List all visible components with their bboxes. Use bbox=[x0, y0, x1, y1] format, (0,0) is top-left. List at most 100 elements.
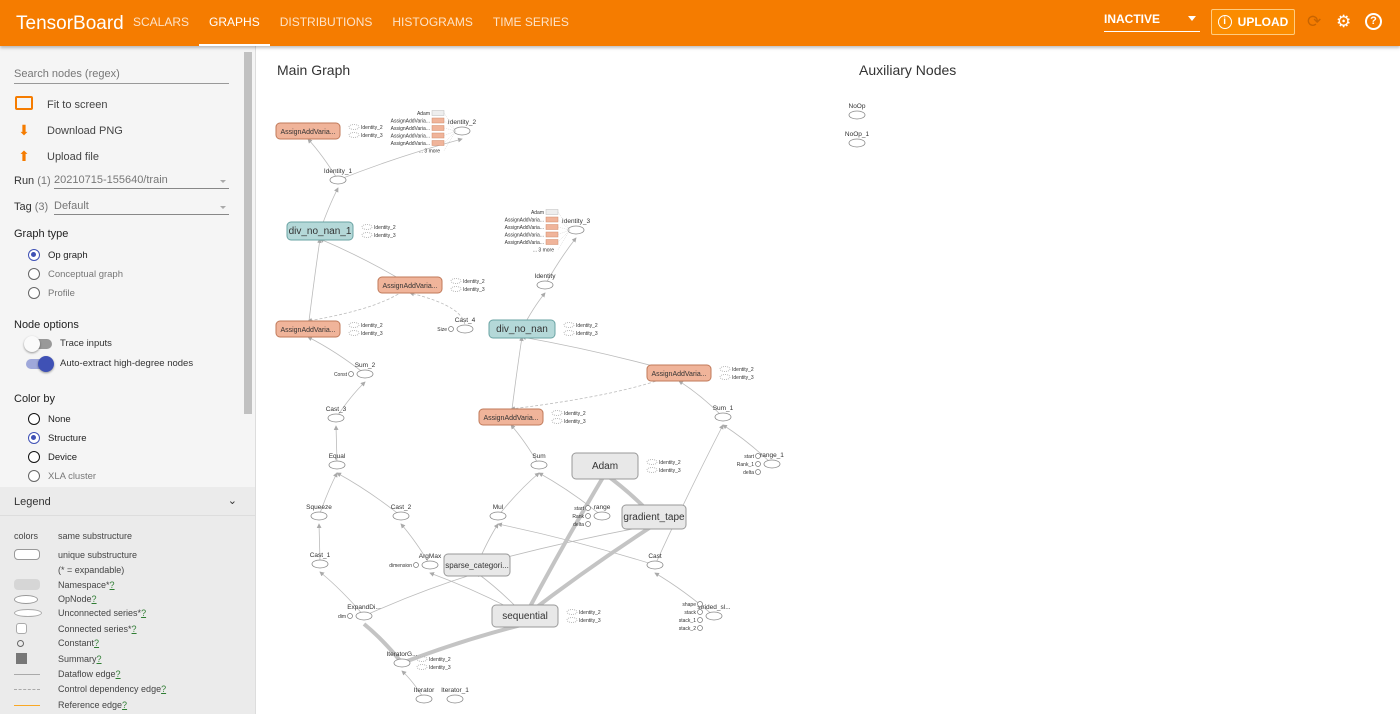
graph-node-cast4[interactable]: Cast_4 Size bbox=[437, 317, 476, 334]
legend-help-link[interactable]: ? bbox=[109, 579, 115, 590]
legend-help-link[interactable]: ? bbox=[141, 608, 147, 618]
radio-structure[interactable]: Structure bbox=[28, 432, 87, 444]
legend-help-link[interactable]: ? bbox=[115, 669, 121, 679]
tag-select[interactable]: Tag (3) Default bbox=[14, 200, 229, 215]
graph-node-iter[interactable]: Iterator bbox=[414, 687, 435, 704]
tab-scalars[interactable]: Scalars bbox=[133, 15, 190, 29]
chevron-down-icon[interactable]: ⌄ bbox=[227, 495, 237, 507]
constant-label: stack bbox=[684, 610, 696, 616]
node-label: sparse_categori... bbox=[445, 561, 509, 570]
graph-node-id3[interactable]: Identity_3AdamAssignAddVaria...AssignAdd… bbox=[505, 209, 591, 254]
graph-node-range[interactable]: range start Rank delta bbox=[572, 504, 610, 528]
node-label: Cast bbox=[648, 553, 662, 560]
legend-help-link[interactable]: ? bbox=[161, 684, 167, 694]
graph-svg[interactable]: AssignAddVaria... Identity_2 Identity_3 Ide… bbox=[256, 46, 1400, 714]
graph-node-aav1[interactable]: AssignAddVaria... Identity_2 Identity_3 bbox=[275, 122, 383, 140]
graph-node-noop1[interactable]: NoOp_1 bbox=[845, 131, 870, 148]
legend-help-link[interactable]: ? bbox=[122, 700, 128, 710]
graph-node-seq[interactable]: sequential Identity_2 Identity_3 bbox=[491, 604, 601, 628]
sidebar-scrollbar[interactable] bbox=[244, 52, 252, 414]
tab-graphs[interactable]: Graphs bbox=[199, 0, 270, 46]
settings-icon[interactable]: ⚙ bbox=[1336, 12, 1352, 31]
graph-node-mul[interactable]: Mul bbox=[489, 504, 507, 521]
radio-xla-cluster[interactable]: XLA cluster bbox=[28, 470, 96, 482]
legend-help-link[interactable]: ? bbox=[94, 638, 100, 648]
graph-node-squeeze[interactable]: Squeeze bbox=[306, 504, 332, 521]
graph-node-cast3[interactable]: Cast_3 bbox=[326, 406, 347, 423]
graph-node-noop[interactable]: NoOp bbox=[848, 103, 866, 120]
run-value[interactable]: 20210715-155640/train bbox=[54, 174, 229, 189]
graph-node-dnn[interactable]: div_no_nan Identity_2 Identity_3 bbox=[488, 319, 598, 339]
constant-icon bbox=[697, 609, 703, 615]
color-by-heading: Color by bbox=[14, 393, 55, 405]
search-nodes-input[interactable]: Search nodes (regex) bbox=[14, 68, 229, 84]
upload-button[interactable]: i UPLOAD bbox=[1211, 9, 1295, 35]
graph-node-sum1[interactable]: Sum_1 bbox=[713, 405, 734, 422]
graph-node-argmax[interactable]: ArgMax dimension bbox=[389, 553, 442, 570]
graph-node-cast1[interactable]: Cast_1 bbox=[310, 552, 331, 569]
tab-time-series[interactable]: Time Series bbox=[492, 15, 569, 29]
side-node-label: Identity_3 bbox=[579, 618, 601, 624]
trace-inputs-toggle[interactable]: Trace inputs bbox=[24, 335, 112, 352]
extracted-node-icon bbox=[563, 330, 575, 336]
legend-header[interactable]: Legend ⌄ bbox=[0, 487, 255, 516]
side-node-label: Identity_3 bbox=[374, 233, 396, 239]
graph-node-adam[interactable]: Adam Identity_2 Identity_3 bbox=[571, 452, 681, 480]
graph-node-iterg[interactable]: IteratorG... Identity_2 Identity_3 bbox=[386, 651, 450, 671]
tab-distributions[interactable]: Distributions bbox=[279, 15, 373, 29]
graph-node-gt[interactable]: gradient_tape bbox=[621, 504, 687, 530]
graph-node-cast[interactable]: Cast bbox=[646, 553, 664, 570]
legend-symbol-icon bbox=[14, 623, 58, 634]
graph-node-sum2[interactable]: Sum_2 Const bbox=[334, 362, 376, 379]
constant-icon bbox=[448, 326, 454, 332]
extracted-node-icon bbox=[416, 656, 428, 662]
upload-file-button[interactable]: ⬆ Upload file bbox=[14, 148, 99, 165]
dropdown-caret-icon bbox=[1188, 16, 1196, 21]
graph-node-iter1[interactable]: Iterator_1 bbox=[441, 687, 469, 704]
graph-node-sparse[interactable]: sparse_categori... bbox=[443, 553, 511, 577]
namespace-node-box bbox=[478, 408, 544, 426]
radio-profile[interactable]: Profile bbox=[28, 287, 75, 299]
radio-op-graph[interactable]: Op graph bbox=[28, 249, 88, 261]
graph-node-dnn1[interactable]: div_no_nan_1 Identity_2 Identity_3 bbox=[286, 221, 396, 241]
graph-node-id1[interactable]: Identity_1 bbox=[324, 168, 353, 185]
constant-icon bbox=[347, 613, 353, 619]
graph-node-strided[interactable]: strided_sl...shape stack stack_1 stack_2 bbox=[679, 601, 731, 633]
help-icon[interactable]: ? bbox=[1365, 13, 1382, 30]
graph-edge bbox=[401, 622, 526, 665]
fit-to-screen-button[interactable]: Fit to screen bbox=[14, 96, 108, 113]
radio-device[interactable]: Device bbox=[28, 451, 77, 463]
tab-histograms[interactable]: Histograms bbox=[392, 15, 473, 29]
op-node-icon bbox=[848, 110, 866, 120]
graph-node-expand[interactable]: ExpandDi...dim bbox=[338, 604, 381, 621]
node-label: AssignAddVaria... bbox=[483, 415, 538, 422]
graph-node-cast2[interactable]: Cast_2 bbox=[391, 504, 412, 521]
tag-value[interactable]: Default bbox=[54, 200, 229, 215]
graph-node-aav2[interactable]: AssignAddVaria... Identity_2 Identity_3 bbox=[377, 276, 485, 294]
constant-label: Rank bbox=[572, 514, 584, 520]
graph-node-id2[interactable]: Identity_2AdamAssignAddVaria...AssignAdd… bbox=[391, 110, 477, 155]
graph-node-sum[interactable]: Sum bbox=[530, 453, 548, 470]
refresh-icon[interactable]: ⟳ bbox=[1307, 12, 1322, 31]
graph-node-aav4[interactable]: AssignAddVaria... Identity_2 Identity_3 bbox=[646, 364, 754, 382]
upload-label: UPLOAD bbox=[1237, 15, 1289, 29]
download-png-button[interactable]: ⬇ Download PNG bbox=[14, 122, 123, 139]
extracted-node-icon bbox=[646, 467, 658, 473]
node-label: Cast_4 bbox=[455, 317, 476, 324]
legend-help-link[interactable]: ? bbox=[131, 623, 137, 634]
graph-canvas[interactable]: Main Graph Auxiliary Nodes AssignAddVari… bbox=[256, 46, 1400, 714]
graph-node-aav5[interactable]: AssignAddVaria... Identity_2 Identity_3 bbox=[478, 408, 586, 426]
run-select[interactable]: Run (1) 20210715-155640/train bbox=[14, 174, 229, 189]
legend-help-link[interactable]: ? bbox=[91, 594, 97, 604]
side-node-label: Identity_2 bbox=[579, 610, 601, 616]
radio-icon bbox=[28, 413, 40, 425]
run-state-dropdown[interactable]: INACTIVE bbox=[1104, 12, 1200, 32]
radio-conceptual-graph[interactable]: Conceptual graph bbox=[28, 268, 123, 280]
graph-node-aav3[interactable]: AssignAddVaria... Identity_2 Identity_3 bbox=[275, 320, 383, 338]
auto-extract-toggle[interactable]: Auto-extract high-degree nodes bbox=[26, 355, 193, 372]
graph-node-ident[interactable]: Identity bbox=[535, 273, 557, 290]
legend-help-link[interactable]: ? bbox=[96, 653, 102, 664]
graph-node-equal[interactable]: Equal bbox=[328, 453, 346, 470]
radio-none[interactable]: None bbox=[28, 413, 71, 425]
